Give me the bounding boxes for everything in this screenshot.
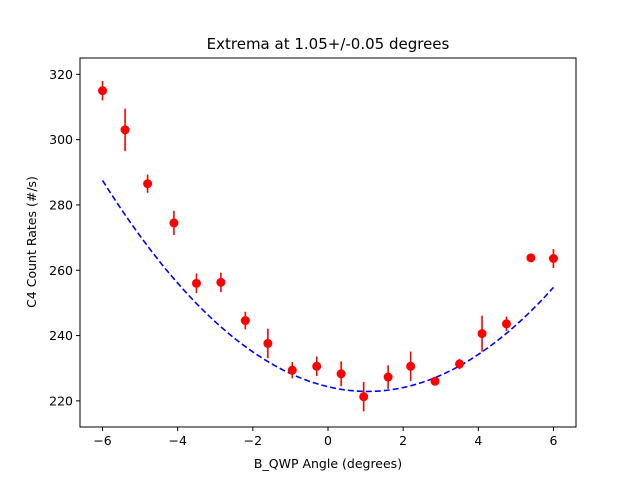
data-point [430,376,440,386]
point-marker [216,277,226,287]
data-point [120,108,130,152]
y-axis-label: C4 Count Rates (#/s) [24,176,39,308]
x-tick-label: −2 [244,433,262,448]
y-tick-label: 260 [49,263,73,278]
y-axis: 220 240 260 280 300 320 [49,67,80,408]
point-marker [120,125,130,135]
point-marker [263,338,273,348]
point-marker [98,86,108,96]
data-point [287,362,297,379]
plot-area [98,80,558,412]
point-marker [526,253,536,263]
data-point [501,316,511,331]
point-marker [312,361,322,371]
x-axis-label: B_QWP Angle (degrees) [254,456,402,471]
data-point [336,361,346,387]
point-marker [143,179,153,189]
data-point [263,328,273,359]
data-points-layer [98,80,558,412]
x-tick-label: −4 [168,433,186,448]
point-marker [501,319,511,329]
x-tick-label: 4 [474,433,482,448]
data-point [169,210,179,235]
data-point [98,80,108,101]
chart-title: Extrema at 1.05+/-0.05 degrees [207,35,450,53]
point-marker [430,376,440,386]
y-tick-label: 320 [49,67,73,82]
point-marker [191,278,201,288]
data-point [477,315,487,352]
data-point [312,356,322,377]
data-point [143,174,153,193]
y-tick-label: 240 [49,328,73,343]
data-point [455,358,465,370]
x-tick-label: 2 [399,433,407,448]
data-point [191,273,201,294]
point-marker [287,365,297,375]
fit-curve-line [101,179,555,393]
data-point [406,351,416,381]
point-marker [455,359,465,369]
data-point [526,253,536,263]
x-tick-label: 0 [324,433,332,448]
data-point [216,272,226,293]
data-point [240,311,250,330]
x-tick-label: 6 [549,433,557,448]
y-tick-label: 280 [49,197,73,212]
data-point [359,381,369,412]
data-point [548,249,558,268]
point-marker [477,329,487,339]
x-tick-label: −6 [93,433,111,448]
point-marker [406,361,416,371]
point-marker [240,316,250,326]
data-point [383,365,393,389]
point-marker [169,218,179,228]
point-marker [383,372,393,382]
point-marker [548,254,558,264]
x-axis: −6 −4 −2 0 2 4 6 [93,427,557,448]
y-tick-label: 300 [49,132,73,147]
y-tick-label: 220 [49,393,73,408]
point-marker [336,369,346,379]
point-marker [359,392,369,402]
fit-curve-layer [101,179,555,393]
